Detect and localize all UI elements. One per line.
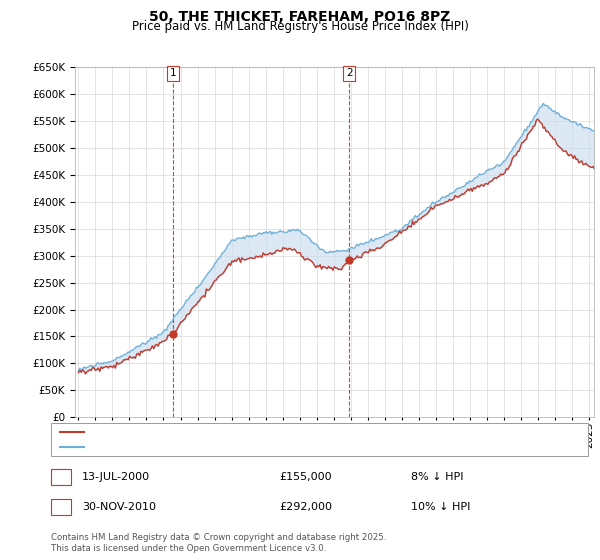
Text: £292,000: £292,000: [279, 502, 332, 512]
Text: 1: 1: [58, 472, 64, 482]
Text: £155,000: £155,000: [279, 472, 332, 482]
Text: 2: 2: [346, 68, 353, 78]
Text: Contains HM Land Registry data © Crown copyright and database right 2025.
This d: Contains HM Land Registry data © Crown c…: [51, 533, 386, 553]
Text: 10% ↓ HPI: 10% ↓ HPI: [411, 502, 470, 512]
Text: 30-NOV-2010: 30-NOV-2010: [82, 502, 156, 512]
Text: 50, THE THICKET, FAREHAM, PO16 8PZ: 50, THE THICKET, FAREHAM, PO16 8PZ: [149, 10, 451, 24]
Text: 1: 1: [169, 68, 176, 78]
Text: HPI: Average price, detached house, Fareham: HPI: Average price, detached house, Fare…: [88, 442, 316, 452]
Text: 8% ↓ HPI: 8% ↓ HPI: [411, 472, 463, 482]
Text: 13-JUL-2000: 13-JUL-2000: [82, 472, 151, 482]
Text: 50, THE THICKET, FAREHAM, PO16 8PZ (detached house): 50, THE THICKET, FAREHAM, PO16 8PZ (deta…: [88, 427, 372, 437]
Text: Price paid vs. HM Land Registry's House Price Index (HPI): Price paid vs. HM Land Registry's House …: [131, 20, 469, 32]
Text: 2: 2: [58, 502, 64, 512]
